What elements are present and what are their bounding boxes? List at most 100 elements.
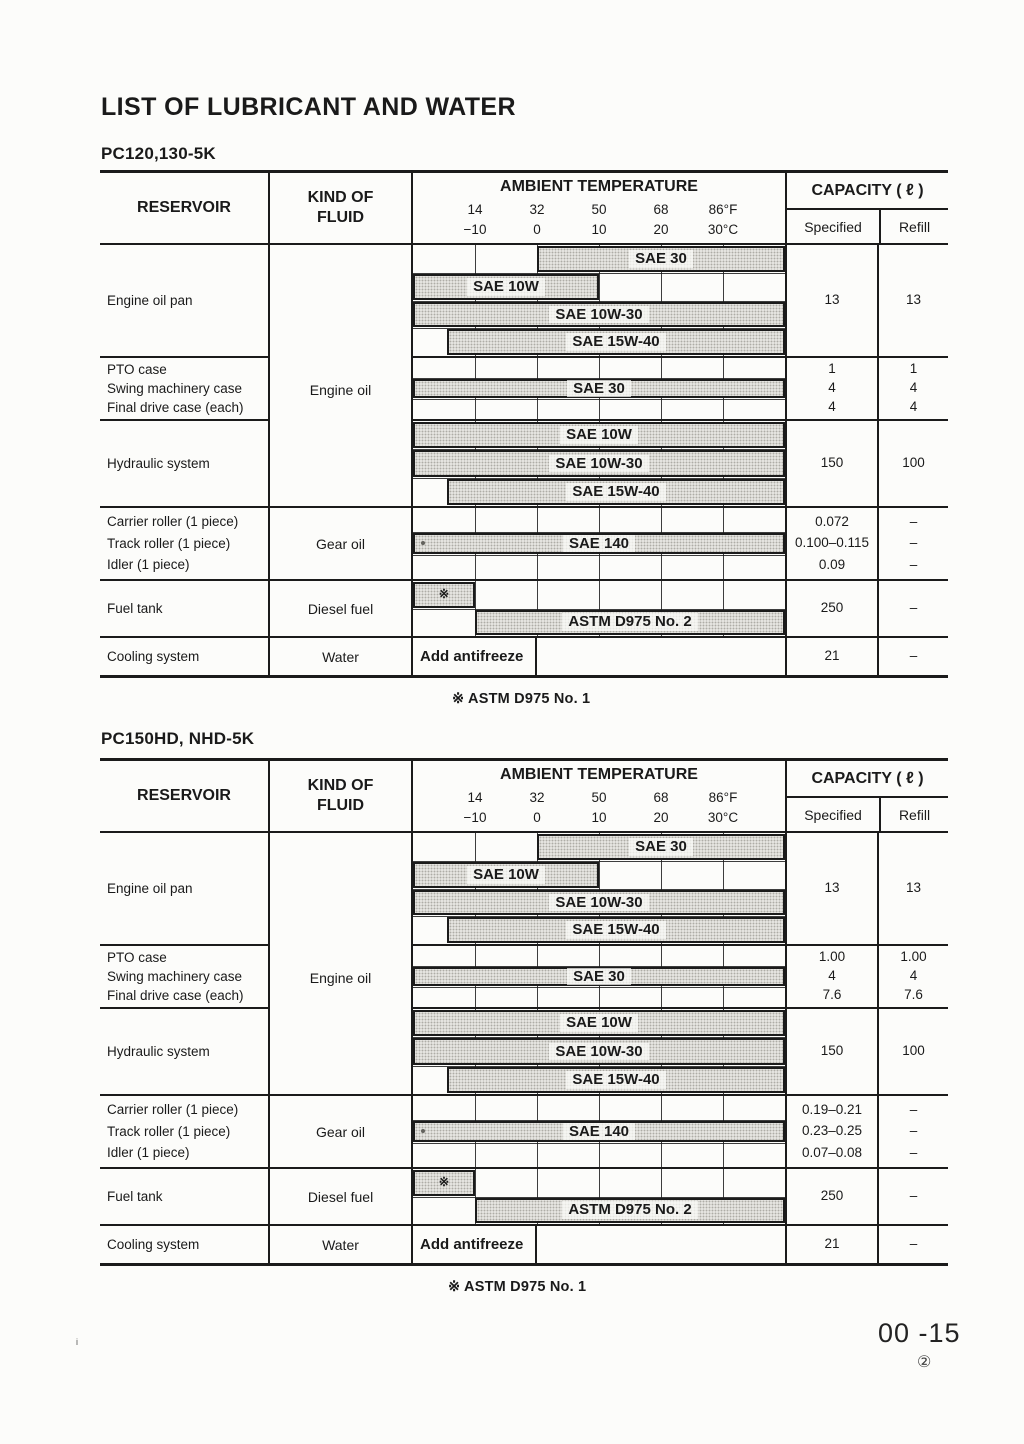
temperature-tick-celsius: −10 [463,222,487,237]
table-row: Cooling system Water Add antifreeze 21 – [100,638,948,675]
fluid-cell: Diesel fuel [268,1169,413,1224]
refill-cell: 13 [877,245,948,358]
specified-value: 13 [824,292,840,308]
chart-trackline [413,300,785,302]
table-row: Engine oil pan SAE 30 SAE 10W SAE 10W-30 SAE… [100,245,948,358]
chart-trackline [413,1065,785,1067]
refill-value: – [909,513,918,529]
oil-grade-bar: SAE 15W-40 [447,329,785,355]
specified-cell: 21 [785,1226,877,1263]
temperature-tick-celsius: 30°C [707,810,739,825]
temperature-tick-celsius: 10 [591,810,607,825]
chart-trackline [413,860,785,862]
temperature-chart-cell: Add antifreeze [413,638,785,675]
ambient-temperature-title: AMBIENT TEMPERATURE [500,766,698,783]
chart-trackline [413,398,785,400]
oil-grade-bar: SAE 10W-30 [413,301,785,328]
oil-grade-bar: SAE 30 [413,967,785,986]
oil-grade-bar: SAE 30 [537,834,785,860]
temperature-chart-cell: SAE 140 [413,1096,785,1167]
kind-of-fluid-line: KIND OF [307,189,374,206]
oil-grade-label: ※ [438,1175,450,1190]
refill-value: 4 [909,399,918,415]
temperature-chart-cell: SAE 140 [413,508,785,579]
chart-trackline [413,531,785,533]
temperature-tick-fahrenheit: 14 [467,790,483,805]
chart-trackline [413,1143,785,1145]
chart-trackline [413,272,785,274]
reservoir-cell: Fuel tank [100,1169,268,1224]
capacity-subheaders: Specified Refill [787,210,948,243]
reservoir-cell: Cooling system [100,638,268,675]
specified-cell: 250 [785,581,877,636]
reservoir-label: Final drive case (each) [107,987,244,1003]
reservoir-label: Fuel tank [107,1188,163,1204]
oil-grade-bar: SAE 10W [413,422,785,449]
reservoir-label: Swing machinery case [107,380,243,396]
chart-trackline [413,477,785,479]
oil-grade-bar: SAE 10W-30 [413,889,785,916]
temperature-chart-cell: ※ ASTM D975 No. 2 [413,1169,785,1224]
oil-grade-label: SAE 10W [467,865,545,884]
refill-cell: 13 [877,833,948,946]
specified-cell: 21 [785,638,877,675]
reservoir-cell: Fuel tank [100,581,268,636]
oil-grade-label: ASTM D975 No. 2 [562,613,698,632]
reservoir-label: PTO case [107,949,167,965]
specified-value: 1.00 [818,949,846,965]
astm-footnote: ※ ASTM D975 No. 1 [452,691,591,707]
reservoir-label: Carrier roller (1 piece) [107,514,239,530]
capacity-title: CAPACITY ( ℓ ) [787,761,948,798]
oil-grade-label: ※ [438,587,450,602]
table-row: Cooling system Water Add antifreeze 21 – [100,1226,948,1263]
specified-value: 0.19–0.21 [801,1101,863,1117]
specified-value: 0.072 [815,513,849,529]
refill-value: 1 [909,361,918,377]
refill-value: 100 [902,1043,925,1059]
capacity-title: CAPACITY ( ℓ ) [787,173,948,210]
table-row: PTO case Swing machinery case Final drive … [100,358,948,421]
reservoir-cell: PTO case Swing machinery case Final drive … [100,358,268,421]
refill-value: – [909,1144,918,1160]
refill-cell: 100 [877,1009,948,1094]
oil-grade-label: SAE 10W-30 [549,1042,649,1061]
table-row: Hydraulic system SAE 10W SAE 10W-30 SAE 15W… [100,1009,948,1096]
fluid-cell: Engine oil [268,358,413,421]
oil-grade-bar: SAE 10W [413,273,599,300]
specified-cell: 150 [785,1009,877,1094]
temperature-chart-cell: Add antifreeze [413,1226,785,1263]
table-row: PTO case Swing machinery case Final drive … [100,946,948,1009]
add-antifreeze-cell: Add antifreeze [413,638,538,675]
specified-value: 150 [820,455,844,471]
refill-value: 13 [905,880,922,896]
temperature-tick-fahrenheit: 14 [467,202,483,217]
specified-value: 150 [820,1043,844,1059]
temperature-tick-fahrenheit: 68 [653,790,669,805]
table-row: Carrier roller (1 piece) Track roller (1 … [100,1096,948,1169]
refill-cell: – – – [877,1096,948,1167]
oil-grade-bar: SAE 15W-40 [447,1066,785,1093]
model-label-pc120: PC120,130-5K [101,144,216,163]
oil-grade-label: SAE 10W-30 [549,454,649,473]
oil-grade-label: SAE 15W-40 [566,1070,666,1089]
temperature-tick-celsius: 0 [533,222,541,237]
temperature-chart-cell: SAE 10W SAE 10W-30 SAE 15W-40 [413,421,785,506]
specified-value: 13 [824,880,840,896]
specified-cell: 13 [785,245,877,358]
refill-value: 7.6 [904,987,923,1003]
page-title: LIST OF LUBRICANT AND WATER [101,93,516,121]
reservoir-label: Idler (1 piece) [107,557,190,573]
specified-value: 0.100–0.115 [794,535,870,551]
oil-grade-bar: ASTM D975 No. 2 [475,1197,785,1223]
specified-value: 0.09 [818,556,846,572]
temperature-tick-fahrenheit: 32 [529,790,545,805]
oil-grade-label: SAE 30 [629,250,693,268]
fluid-cell: Gear oil [268,1096,413,1167]
table-row: Fuel tank Diesel fuel ※ ASTM D975 No. 2 250 – [100,1169,948,1226]
temperature-tick-fahrenheit: 86°F [708,202,738,217]
refill-column-header: Refill [879,798,948,831]
refill-column-header: Refill [879,210,948,243]
chart-trackline [413,555,785,557]
temperature-tick-celsius: 20 [653,810,669,825]
